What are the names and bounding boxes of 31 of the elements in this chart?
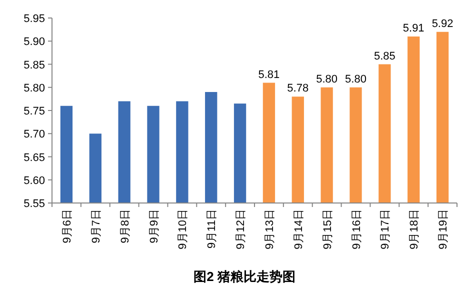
x-tick-label: 9月17日 — [380, 209, 392, 250]
x-tick-label: 9月8日 — [119, 209, 132, 244]
data-label: 5.78 — [287, 82, 309, 95]
y-tick-label: 5.90 — [24, 36, 45, 48]
y-tick-label: 5.75 — [24, 106, 45, 118]
x-tick-label: 9月18日 — [408, 209, 421, 250]
x-tick-label: 9月9日 — [148, 209, 160, 244]
x-tick-label: 9月19日 — [438, 209, 450, 250]
x-tick-label: 9月14日 — [292, 209, 305, 250]
data-label: 5.91 — [402, 22, 424, 34]
x-tick-label: 9月6日 — [61, 209, 74, 244]
x-tick-label: 9月13日 — [264, 209, 276, 250]
data-label: 5.80 — [316, 73, 338, 86]
x-tick-label: 9月16日 — [350, 209, 363, 250]
x-tick-label: 9月12日 — [235, 209, 248, 250]
y-tick-label: 5.70 — [24, 128, 45, 141]
y-tick-label: 5.95 — [24, 13, 45, 25]
x-tick-label: 9月10日 — [177, 209, 190, 250]
y-tick-label: 5.65 — [24, 152, 45, 164]
data-label: 5.80 — [345, 73, 366, 86]
x-tick-label: 9月11日 — [206, 209, 218, 249]
data-label: 5.81 — [258, 68, 280, 81]
y-tick-label: 5.55 — [24, 198, 45, 210]
y-tick-label: 5.85 — [24, 59, 45, 72]
x-tick-label: 9月7日 — [90, 209, 102, 244]
x-tick-label: 9月15日 — [322, 209, 334, 250]
y-tick-label: 5.60 — [24, 174, 45, 187]
data-label: 5.92 — [432, 18, 454, 30]
y-tick-label: 5.80 — [24, 82, 45, 94]
text: 图2 猪粮比走势图 — [194, 269, 296, 284]
data-label: 5.85 — [374, 50, 396, 62]
